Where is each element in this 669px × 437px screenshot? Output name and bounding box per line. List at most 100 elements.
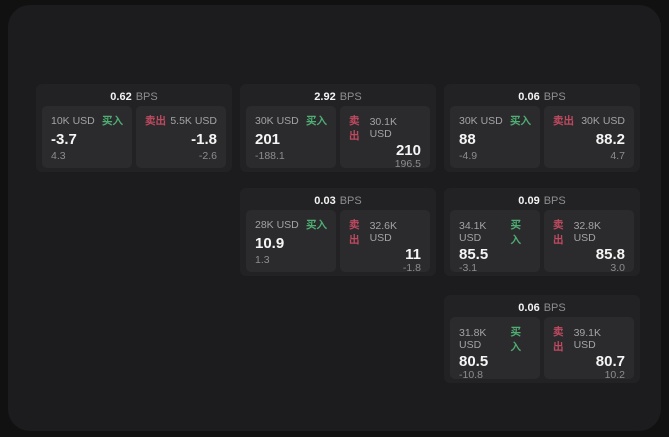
buy-delta: -3.1 [459,262,478,274]
buy-amount: 30K USD [255,114,299,127]
buy-delta: -10.8 [459,369,483,381]
sell-amount: 32.8K USD [573,220,602,244]
sell-price: 11 [405,246,421,263]
buy-amount: 30K USD [459,114,503,127]
sell-amount: 30.1K USD [369,116,398,140]
buy-amount: 31.8K USD [459,327,487,351]
buy-price: 10.9 [255,234,285,252]
sell-tile-header: 卖出 32.8K USD [553,217,625,247]
sell-quote-tile[interactable]: 卖出 32.6K USD 11 -1.8 [340,210,430,274]
sell-quote-tile[interactable]: 卖出 5.5K USD -1.8 -2.6 [136,106,226,168]
sell-delta: 10.2 [604,369,625,381]
buy-tile-header: 28K USD 买入 [255,217,327,232]
sell-price: 210 [395,142,421,159]
buy-quote-tile[interactable]: 31.8K USD 买入 80.5 -10.8 [450,317,540,381]
bps-value: 2.92 [314,91,336,103]
card-header: 0.09 BPS [450,192,634,210]
buy-price: 80.5 [459,353,489,370]
bps-unit-label: BPS [135,91,158,103]
sell-delta: 196.5 [394,158,421,170]
buy-label: 买入 [306,115,327,127]
buy-quote-tile[interactable]: 10K USD 买入 -3.7 4.3 [42,106,132,168]
sell-label: 卖出 [145,115,166,127]
buy-quote-tile[interactable]: 30K USD 买入 201 -188.1 [246,106,336,168]
sell-label: 卖出 [349,115,360,142]
buy-quote-tile[interactable]: 30K USD 买入 88 -4.9 [450,106,540,168]
bps-value: 0.06 [518,302,540,314]
buy-quote-tile[interactable]: 34.1K USD 买入 85.5 -3.1 [450,210,540,274]
card-header: 0.06 BPS [450,299,634,317]
card-body: 34.1K USD 买入 85.5 -3.1 卖出 32.8K USD 85.8… [450,210,634,274]
buy-amount: 28K USD [255,218,299,231]
sell-tile-header: 卖出 32.6K USD [349,217,421,247]
buy-label: 买入 [102,115,123,127]
sell-quote-tile[interactable]: 卖出 30.1K USD 210 196.5 [340,106,430,170]
buy-tile-header: 31.8K USD 买入 [459,324,531,354]
buy-label: 买入 [306,219,327,231]
buy-amount: 34.1K USD [459,220,487,244]
card-body: 31.8K USD 买入 80.5 -10.8 卖出 39.1K USD 80.… [450,317,634,381]
card-body: 30K USD 买入 201 -188.1 卖出 30.1K USD 210 1… [246,106,430,170]
sell-label: 卖出 [553,219,564,246]
sell-tile-header: 卖出 30K USD [553,113,625,128]
sell-tile-header: 卖出 30.1K USD [349,113,421,143]
card-header: 0.03 BPS [246,192,430,210]
buy-delta: -4.9 [459,150,478,162]
buy-tile-header: 30K USD 买入 [459,113,531,128]
sell-quote-tile[interactable]: 卖出 39.1K USD 80.7 10.2 [544,317,634,381]
bps-unit-label: BPS [543,195,566,207]
sell-label: 卖出 [349,219,360,246]
buy-delta: 4.3 [51,150,66,162]
bps-unit-label: BPS [339,195,362,207]
bps-unit-label: BPS [543,302,566,314]
sell-delta: -1.8 [402,262,421,274]
bps-unit-label: BPS [339,91,362,103]
buy-label: 买入 [510,115,531,127]
card-header: 0.62 BPS [42,88,226,106]
sell-amount: 5.5K USD [170,114,217,127]
sell-label: 卖出 [553,326,564,353]
bps-value: 0.62 [110,91,132,103]
buy-quote-tile[interactable]: 28K USD 买入 10.9 1.3 [246,210,336,272]
buy-delta: 1.3 [255,254,270,266]
buy-label: 买入 [510,219,521,246]
sell-quote-tile[interactable]: 卖出 30K USD 88.2 4.7 [544,106,634,168]
sell-tile-header: 卖出 39.1K USD [553,324,625,354]
sell-price: 85.8 [595,246,625,263]
buy-label: 买入 [510,326,521,353]
buy-price: 85.5 [459,246,489,263]
buy-tile-header: 30K USD 买入 [255,113,327,128]
quote-card: 0.06 BPS 30K USD 买入 88 -4.9 卖出 30K USD 8… [444,84,640,172]
buy-tile-header: 10K USD 买入 [51,113,123,128]
quote-card: 0.62 BPS 10K USD 买入 -3.7 4.3 卖出 5.5K USD… [36,84,232,172]
sell-quote-tile[interactable]: 卖出 32.8K USD 85.8 3.0 [544,210,634,274]
buy-amount: 10K USD [51,114,95,127]
sell-amount: 32.6K USD [369,220,398,244]
sell-amount: 30K USD [581,114,625,127]
sell-delta: 3.0 [610,262,625,274]
sell-price: 88.2 [595,130,625,148]
buy-tile-header: 34.1K USD 买入 [459,217,531,247]
sell-amount: 39.1K USD [573,327,602,351]
sell-price: -1.8 [191,130,217,148]
bps-unit-label: BPS [543,91,566,103]
sell-delta: -2.6 [198,150,217,162]
bps-value: 0.03 [314,195,336,207]
buy-price: -3.7 [51,130,77,148]
buy-delta: -188.1 [255,150,285,162]
quote-card: 0.06 BPS 31.8K USD 买入 80.5 -10.8 卖出 39.1… [444,295,640,383]
sell-label: 卖出 [553,115,574,127]
card-body: 10K USD 买入 -3.7 4.3 卖出 5.5K USD -1.8 -2.… [42,106,226,168]
sell-tile-header: 卖出 5.5K USD [145,113,217,128]
card-header: 0.06 BPS [450,88,634,106]
bps-value: 0.09 [518,195,540,207]
sell-price: 80.7 [595,353,625,370]
quote-card: 0.03 BPS 28K USD 买入 10.9 1.3 卖出 32.6K US… [240,188,436,276]
buy-price: 88 [459,130,476,148]
sell-delta: 4.7 [610,150,625,162]
bps-value: 0.06 [518,91,540,103]
card-body: 30K USD 买入 88 -4.9 卖出 30K USD 88.2 4.7 [450,106,634,168]
quote-card: 0.09 BPS 34.1K USD 买入 85.5 -3.1 卖出 32.8K… [444,188,640,276]
card-header: 2.92 BPS [246,88,430,106]
quote-card: 2.92 BPS 30K USD 买入 201 -188.1 卖出 30.1K … [240,84,436,172]
